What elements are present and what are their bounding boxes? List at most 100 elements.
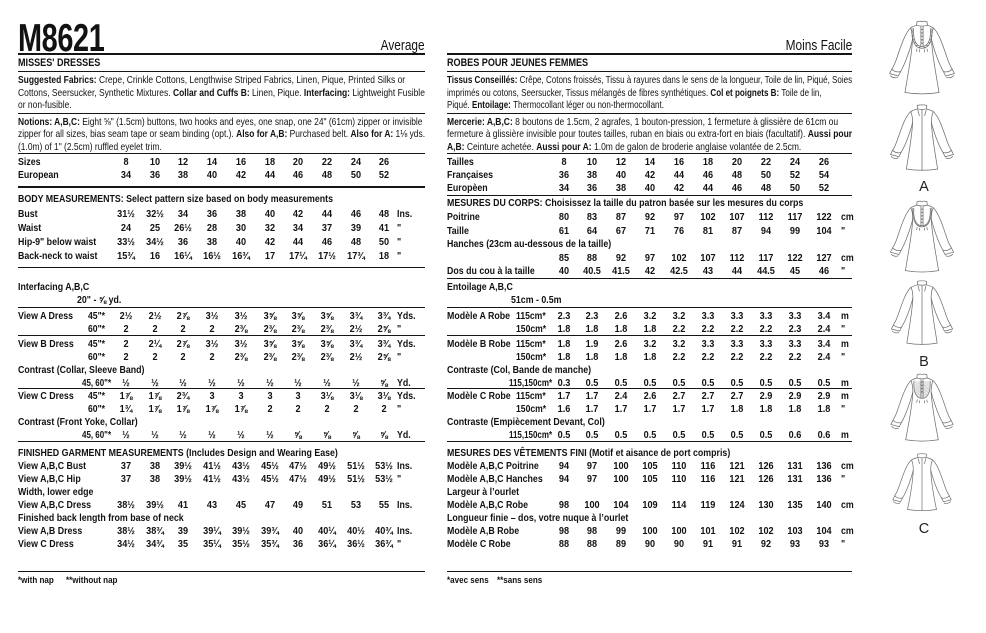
row-unit: "	[397, 403, 402, 415]
notions-paragraph-en: Notions: A,B,C: Eight ⅝" (1.5cm) buttons…	[18, 116, 425, 154]
table-cell: 3.3	[701, 309, 715, 322]
table-section-header: MESURES DU CORPS: Choisissez la taille d…	[447, 197, 852, 209]
table-cell: 2.7	[672, 390, 686, 402]
table-cell: 2½	[349, 322, 363, 335]
paragraph-line: zipper for all sizes, bias seam tape or …	[18, 128, 425, 141]
table-cell: 3	[238, 390, 244, 402]
table-row: Contraste (Col, Bande de manche)	[447, 364, 852, 376]
table-cell: 53½	[375, 473, 394, 485]
difficulty-rating-fr: Moins Facile	[785, 37, 852, 54]
table-cell: 41	[379, 221, 390, 234]
table-cell: 34	[178, 207, 189, 220]
table-cell: 12	[616, 155, 627, 168]
paragraph-line: Mercerie: A,B,C: 8 boutons de 1.5cm, 2 a…	[447, 116, 852, 129]
table-cell: ½	[179, 429, 188, 441]
table-cell: 2.2	[672, 350, 686, 363]
table-row: 45, 60"* ½ ½ ½ ½ ½ ½ ⅝ ⅝ ⅝ ⅝ Yd.	[18, 429, 425, 441]
table-cell: 3.3	[759, 337, 773, 350]
paragraph-lead-in: Suggested Fabrics:	[18, 74, 99, 86]
table-cell: 47½	[289, 473, 308, 485]
table-cell: 117	[787, 210, 803, 223]
table-cell: 1.8	[730, 403, 744, 415]
table-cell: 100	[584, 499, 601, 511]
table-cell: 3.3	[730, 309, 744, 322]
table-cell: ⅝	[351, 429, 360, 441]
table-cell: 36	[558, 168, 569, 181]
table-cell: 38	[587, 168, 598, 181]
table-cell: 122	[815, 210, 832, 223]
table-cell: 40	[235, 235, 246, 248]
table-cell: 40	[293, 525, 304, 537]
table-row: Taille 61 64 67 71 76 81 87 94 99 104 "	[447, 225, 852, 237]
table-cell: 44	[264, 168, 275, 181]
table-cell: 2.3	[586, 309, 599, 322]
table-cell: 91	[702, 538, 714, 550]
paragraph-text: 1.0m de galon de broderie anglaise volan…	[593, 140, 802, 153]
row-label: View A Dress	[18, 309, 74, 322]
table-cell: 2½	[349, 350, 363, 363]
paragraph-lead-in: Col et poignets B:	[710, 86, 782, 99]
table-cell: 1.7	[672, 403, 686, 415]
divider-rule	[447, 388, 852, 390]
table-cell: 131	[787, 460, 803, 472]
table-cell: 3¾	[349, 337, 363, 350]
row-unit: "	[841, 538, 846, 550]
row-unit: cm	[841, 251, 854, 264]
table-cell: 39½	[145, 499, 164, 511]
table-cell: 87	[731, 224, 742, 237]
table-row: View C Dress 45"* 1⅞ 1⅞ 2¾ 3 3 3 3 3⅛ 3⅛ 3⅛ Yds.	[18, 390, 425, 402]
paragraph-line: or non-fusible.	[18, 99, 425, 112]
row-label: View A,B Dress	[18, 525, 83, 537]
table-row: Contraste (Empiècement Devant, Col)	[447, 416, 852, 428]
table-cell: 12	[178, 155, 189, 168]
table-cell: 105	[642, 460, 658, 472]
table-row: Modèle B Robe 115cm* 1.8 1.9 2.6 3.2 3.2 3.3 3.3…	[447, 338, 852, 350]
table-cell: 104	[815, 224, 832, 237]
row-unit: Ins.	[397, 460, 413, 472]
table-cell: 26½	[174, 221, 193, 234]
row-width-label: 45, 60"*	[82, 376, 112, 389]
section-title-en: MISSES' DRESSES	[18, 57, 101, 69]
table-row: 150cm* 1.8 1.8 1.8 1.8 2.2 2.2 2.2 2.2 2.3 2.4 "	[447, 323, 852, 335]
table-cell: 3⅝	[320, 309, 334, 322]
notions-paragraph-fr: Mercerie: A,B,C: 8 boutons de 1.5cm, 2 a…	[447, 116, 852, 154]
view-c-back-illustration	[892, 453, 952, 512]
row-label: European	[18, 168, 59, 181]
table-cell: 94	[558, 473, 569, 485]
table-row: 150cm* 1.6 1.7 1.7 1.7 1.7 1.7 1.8 1.8 1.8 1.8 "	[447, 403, 852, 415]
table-cell: ⅝	[380, 429, 389, 441]
paragraph-line: A,B: Ceinture achetée. Aussi pour A: 1.0…	[447, 141, 852, 154]
table-cell: 50	[379, 235, 390, 248]
divider-rule	[447, 194, 852, 197]
table-cell: 1.8	[817, 403, 830, 415]
table-cell: 2⅝	[378, 350, 391, 363]
table-cell: 104	[815, 525, 832, 537]
table-cell: 42	[674, 181, 685, 194]
table-cell: ½	[237, 429, 245, 441]
table-cell: 18	[702, 155, 714, 168]
table-cell: 140	[815, 499, 832, 511]
table-cell: 105	[642, 473, 658, 485]
row-label: Largeur à l’ourlet	[447, 486, 520, 498]
table-section-header: BODY MEASUREMENTS: Select pattern size b…	[18, 193, 425, 205]
table-cell: 48	[760, 181, 771, 194]
table-cell: 0.5	[557, 429, 570, 441]
table-cell: 0.6	[817, 429, 830, 441]
table-cell: 119	[700, 499, 716, 511]
table-cell: 16	[235, 155, 246, 168]
table-cell: 102	[729, 525, 745, 537]
row-width-label: 45"*	[88, 337, 106, 350]
divider-rule	[18, 53, 425, 56]
table-cell: 61	[558, 224, 569, 237]
row-unit: "	[397, 249, 402, 262]
table-row: Hanches (23cm au-dessous de la taille)	[447, 238, 852, 250]
table-cell: 16¼	[174, 249, 193, 262]
row-unit: "	[841, 224, 846, 237]
row-width-label: 115cm*	[516, 390, 546, 402]
table-cell: 3.4	[817, 309, 830, 322]
table-cell: 34½	[117, 538, 135, 550]
row-unit: "	[397, 538, 402, 550]
table-cell: 3.3	[701, 337, 715, 350]
table-cell: 22	[760, 155, 771, 168]
